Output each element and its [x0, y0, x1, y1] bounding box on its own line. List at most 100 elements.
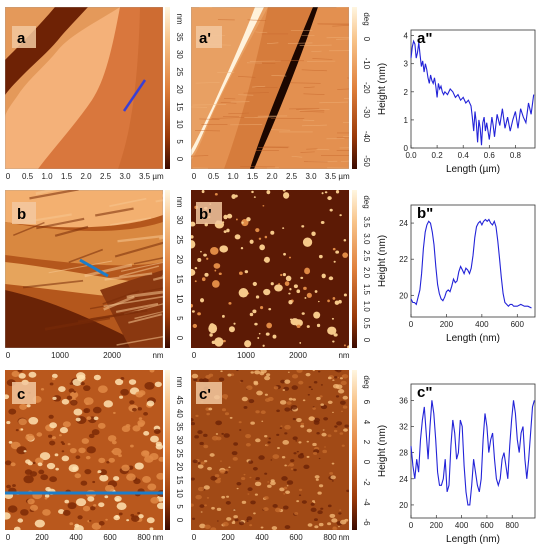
phase-grain: [332, 379, 335, 381]
island: [283, 252, 286, 256]
terrace-streak: [126, 290, 163, 299]
y-tick-label: 32: [399, 422, 408, 431]
phase-grain: [249, 476, 252, 479]
island: [296, 289, 301, 294]
x-tick-label: 2.0: [80, 172, 92, 181]
grain: [75, 417, 81, 422]
phase-grain: [226, 495, 230, 498]
height-scale-tick: 20: [175, 85, 184, 94]
terrace-streak: [44, 316, 111, 331]
island: [342, 252, 349, 258]
grain: [138, 514, 144, 519]
island: [333, 260, 336, 263]
island: [222, 339, 226, 343]
phase-grain: [203, 444, 209, 449]
phase-grain: [338, 512, 342, 515]
grain: [49, 382, 54, 386]
phase-scale-tick: 3.0: [362, 233, 371, 245]
phase-grain: [191, 373, 199, 379]
phase-grain: [281, 456, 286, 459]
phase-texture-streak: [220, 102, 237, 104]
grain: [146, 517, 155, 524]
grain: [108, 457, 115, 463]
phase-grain: [222, 521, 229, 527]
island: [233, 322, 236, 325]
phase-grain: [283, 486, 288, 490]
island: [339, 214, 342, 217]
phase-grain: [253, 512, 256, 515]
phase-grain: [224, 412, 230, 416]
grain: [83, 385, 91, 392]
phase-grain: [233, 515, 238, 519]
phase-grain: [293, 452, 297, 455]
phase-grain: [344, 424, 349, 428]
island: [210, 246, 219, 255]
grain: [149, 370, 155, 373]
grain: [35, 457, 44, 465]
grain: [29, 471, 38, 477]
island: [223, 230, 227, 234]
island: [222, 314, 225, 318]
island: [327, 326, 337, 335]
phase-scale-unit: deg: [362, 12, 371, 25]
terrace-streak: [115, 302, 159, 313]
phase-texture-streak: [337, 88, 349, 90]
island: [259, 244, 265, 251]
phase-scale-tick: 2: [362, 440, 371, 445]
x-tick-label: 400: [475, 320, 489, 329]
phase-grain: [191, 517, 196, 520]
grain: [147, 483, 157, 491]
y-tick-label: 22: [399, 255, 408, 264]
island: [255, 295, 260, 299]
phase-grain: [334, 376, 338, 379]
island: [264, 256, 270, 263]
grain: [46, 462, 56, 470]
grain: [69, 382, 74, 385]
island: [304, 296, 307, 299]
grain: [5, 512, 11, 520]
phase-grain: [236, 482, 242, 486]
height-scale-tick: 10: [175, 294, 184, 303]
phase-grain: [341, 444, 345, 447]
phase-grain: [312, 370, 315, 372]
terrace-streak: [116, 335, 163, 346]
grain: [30, 504, 39, 511]
x-tick-label: 0.8: [510, 151, 522, 160]
grain: [48, 434, 53, 438]
phase-grain: [280, 425, 283, 427]
phase-grain: [317, 370, 321, 373]
terrace-streak: [114, 241, 163, 258]
phase-grain: [195, 414, 199, 418]
y-tick-label: 1: [404, 116, 409, 125]
grain: [80, 382, 85, 386]
grain: [155, 441, 162, 447]
island: [266, 190, 271, 195]
phase-grain: [233, 442, 238, 446]
phase-grain: [288, 463, 295, 467]
island: [316, 323, 321, 328]
phase-grain: [246, 520, 249, 522]
phase-grain: [197, 462, 201, 465]
x-tick-label: 0.5: [22, 172, 34, 181]
phase-grain: [264, 393, 268, 396]
grain: [113, 515, 120, 521]
phase-grain: [331, 518, 338, 523]
island: [246, 217, 251, 222]
terrace-streak: [104, 272, 153, 281]
island: [191, 310, 195, 313]
grain: [60, 441, 64, 444]
x-unit-label: µm: [152, 172, 164, 181]
height-colorbar-a: [165, 7, 170, 169]
x-tick-label: 0: [6, 533, 11, 542]
phase-grain: [327, 400, 333, 405]
phase-grain: [233, 509, 236, 511]
phase-grain: [210, 475, 218, 481]
height-scale-tick: 15: [175, 275, 184, 284]
grain: [118, 454, 122, 458]
x-tick-label: 3.5: [325, 172, 337, 181]
x-tick-label: 1.0: [227, 172, 239, 181]
phase-grain: [272, 454, 280, 459]
phase-grain: [327, 376, 332, 380]
x-tick-label: 600: [289, 533, 303, 542]
grain: [91, 522, 102, 530]
